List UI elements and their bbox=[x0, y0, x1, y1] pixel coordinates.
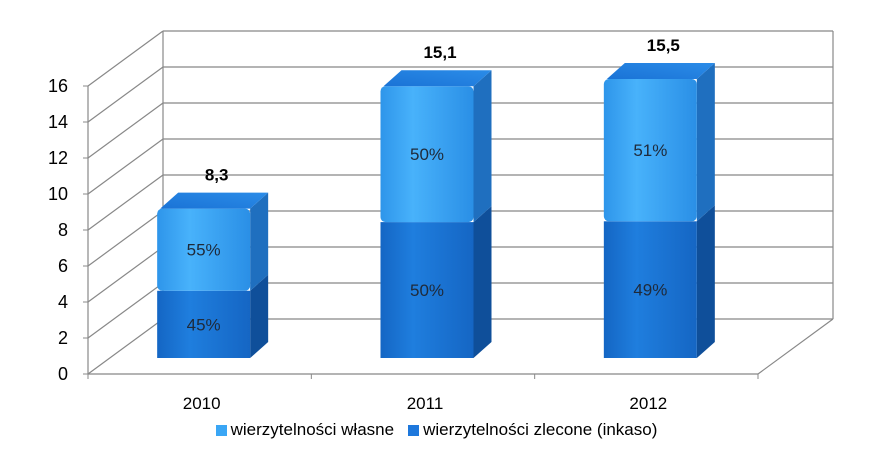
chart-labels: 0 2 4 6 8 10 12 14 16 45% 55% 8,3 2010 50% 50% 15,1 2011… bbox=[48, 36, 680, 413]
bar-group bbox=[157, 192, 269, 358]
legend-swatch-commissioned bbox=[408, 424, 420, 436]
floor-right-edge bbox=[757, 318, 834, 375]
legend-item-commissioned: wierzytelności zlecone (inkaso) bbox=[408, 420, 657, 440]
segment-percent-label: 51% bbox=[633, 141, 667, 160]
bar-total-label: 8,3 bbox=[205, 166, 229, 185]
bar-group bbox=[380, 70, 492, 358]
segment-percent-label: 50% bbox=[410, 281, 444, 300]
side-gridline bbox=[87, 174, 164, 231]
bar-segment-side bbox=[696, 205, 715, 358]
bar-total-label: 15,1 bbox=[423, 43, 456, 62]
chart-grid bbox=[87, 30, 834, 375]
chart-bars bbox=[157, 63, 715, 358]
y-tick-label: 6 bbox=[58, 256, 68, 276]
y-tick-label: 0 bbox=[58, 364, 68, 384]
y-tick-label: 14 bbox=[48, 112, 68, 132]
y-tick-label: 8 bbox=[58, 220, 68, 240]
x-tick-label: 2011 bbox=[407, 394, 444, 413]
bar-top-face bbox=[383, 70, 492, 87]
side-gridline bbox=[87, 282, 164, 339]
bar-segment bbox=[603, 221, 697, 358]
bar-segment bbox=[157, 208, 251, 291]
bar-segment-side bbox=[250, 192, 269, 291]
side-gridline bbox=[87, 66, 164, 123]
bar-total-label: 15,5 bbox=[647, 36, 680, 55]
bar-segment-side bbox=[473, 70, 492, 223]
side-gridline bbox=[87, 138, 164, 195]
y-tick-label: 12 bbox=[48, 148, 68, 168]
bar-segment-side bbox=[473, 206, 492, 358]
x-tick-label: 2012 bbox=[629, 394, 667, 413]
legend-label-commissioned: wierzytelności zlecone (inkaso) bbox=[423, 420, 658, 439]
segment-percent-label: 49% bbox=[633, 281, 667, 300]
segment-percent-label: 55% bbox=[187, 241, 221, 260]
bar-group bbox=[603, 63, 715, 358]
segment-percent-label: 50% bbox=[410, 145, 444, 164]
bar-segment bbox=[603, 79, 697, 222]
side-gridline bbox=[87, 210, 164, 267]
bar-segment bbox=[380, 222, 474, 358]
bar-segment bbox=[380, 86, 474, 223]
y-tick-label: 2 bbox=[58, 328, 68, 348]
y-tick-label: 4 bbox=[58, 292, 68, 312]
x-tick-label: 2010 bbox=[183, 394, 221, 413]
bar-top-face bbox=[606, 63, 715, 79]
bar-top-face bbox=[160, 192, 269, 209]
side-gridline bbox=[87, 318, 164, 375]
legend-item-own: wierzytelności własne bbox=[215, 420, 395, 440]
y-tick-label: 10 bbox=[48, 184, 68, 204]
legend-swatch-own bbox=[215, 424, 227, 436]
y-tick-label: 16 bbox=[48, 76, 68, 96]
bar-segment bbox=[157, 290, 251, 358]
side-gridline bbox=[87, 246, 164, 303]
legend-label-own: wierzytelności własne bbox=[230, 420, 395, 439]
chart-legend: wierzytelności własne wierzytelności zle… bbox=[0, 418, 873, 442]
chart-axes bbox=[83, 85, 759, 379]
side-gridline bbox=[87, 30, 164, 87]
bar-segment-side bbox=[250, 274, 269, 358]
bar-segment-side bbox=[696, 63, 715, 222]
segment-percent-label: 45% bbox=[187, 315, 221, 334]
side-gridline bbox=[87, 102, 164, 159]
